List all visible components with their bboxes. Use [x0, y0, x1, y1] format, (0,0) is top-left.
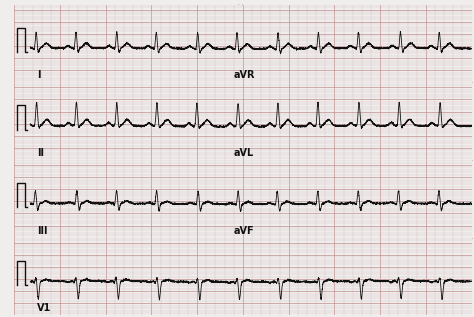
Text: aVL: aVL: [234, 148, 254, 158]
Text: aVF: aVF: [234, 226, 255, 236]
Text: V1: V1: [37, 303, 51, 314]
Text: · ·: · ·: [238, 2, 244, 7]
Text: III: III: [37, 226, 47, 236]
Text: aVR: aVR: [234, 70, 255, 81]
Text: I: I: [37, 70, 41, 81]
Text: II: II: [37, 148, 44, 158]
